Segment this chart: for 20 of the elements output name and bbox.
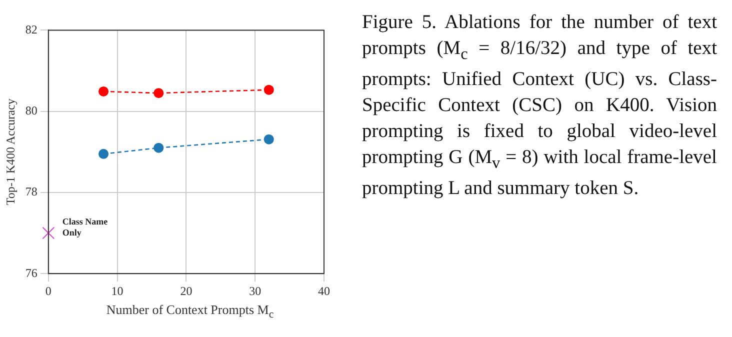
- text: Figure 5. Ablations for the number of text prompts (M$_{c}$ = 8/16/32) and type of text prompts: Unified Context (UC) vs. Class-Specific Context (CSC) on K400. Vision prompting is fixed to global video-level prompting G (M$_{v}$ = 8) with local frame-level prompting L and summary token S.: [362, 12, 718, 199]
- y-tick-label: 76: [25, 266, 38, 280]
- point: [98, 148, 109, 159]
- x-tick-label: 20: [180, 284, 192, 298]
- x-tick-label: 10: [111, 284, 124, 298]
- x-tick-label: 30: [249, 284, 262, 298]
- point: [42, 226, 55, 240]
- y-tick-label: 82: [25, 22, 38, 36]
- annotation: Class Name Only: [62, 216, 108, 238]
- point: [98, 86, 109, 96]
- point: [154, 142, 164, 153]
- x-axis-title: Number of Context Prompts M$_{c}$: [105, 302, 275, 321]
- y-tick-label: 80: [25, 103, 38, 118]
- point: [154, 88, 164, 98]
- point: [264, 134, 274, 144]
- x-tick-label: 0: [45, 284, 52, 298]
- x-tick-label: 40: [318, 284, 330, 298]
- point: [264, 84, 274, 95]
- y-axis-title: Top-1 K400 Accuracy: [3, 98, 18, 206]
- y-tick-label: 78: [25, 184, 38, 199]
